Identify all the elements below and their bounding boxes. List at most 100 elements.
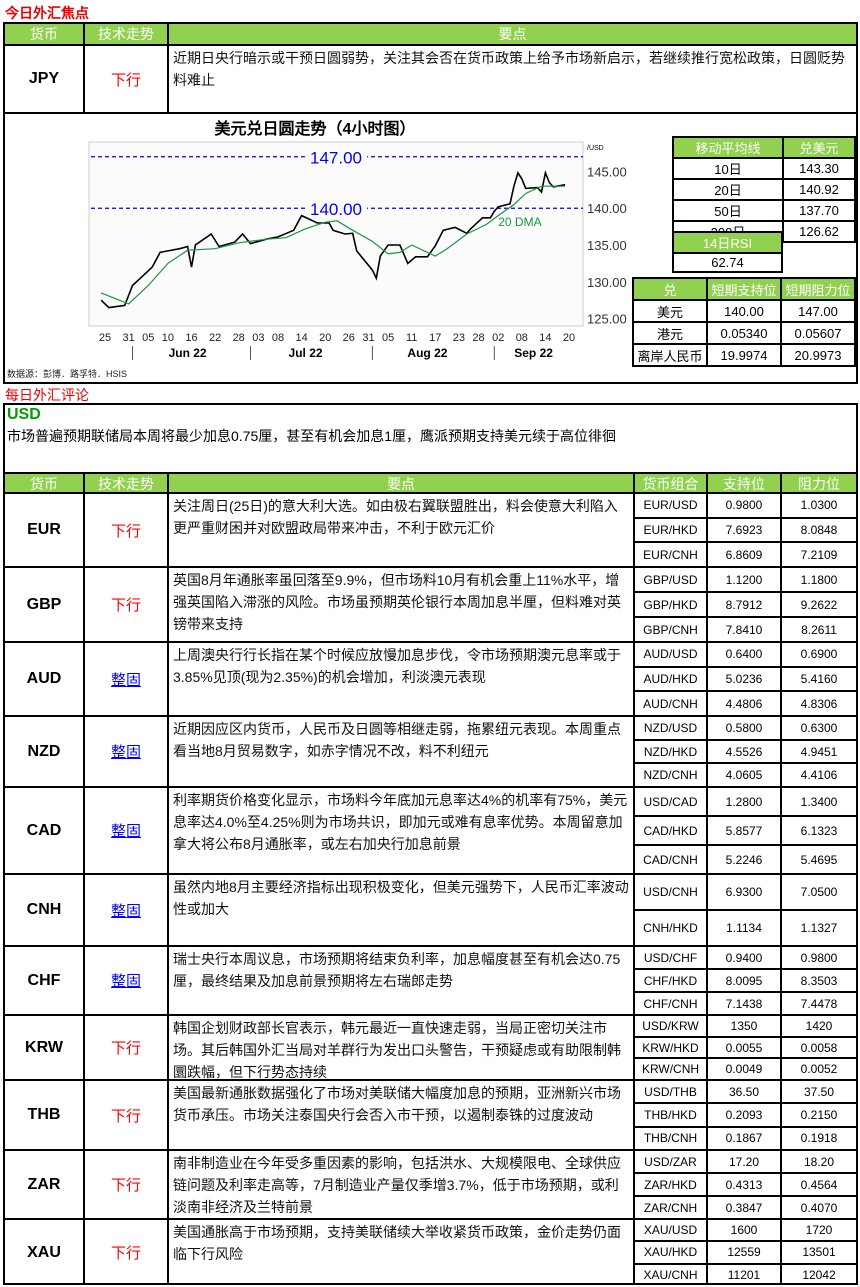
support-level: 6.9300 xyxy=(708,875,782,909)
support-level: 0.3847 xyxy=(708,1197,782,1218)
key-points: 美国最新通胀数据强化了市场对美联储大幅度加息的预期，亚洲新兴市场货币承压。市场关… xyxy=(169,1081,635,1149)
support-level: 0.1867 xyxy=(708,1127,782,1149)
pair-row: ZAR/CNH 0.3847 0.4070 xyxy=(635,1197,856,1218)
ma-header: 移动平均线 xyxy=(672,136,784,159)
support-level: 8.0095 xyxy=(708,970,782,991)
rsi-value: 62.74 xyxy=(672,252,783,273)
pair-row: NZD/HKD 4.5526 4.9451 xyxy=(635,740,856,765)
trend-label[interactable]: 整固 xyxy=(85,947,169,1014)
resistance-level: 5.4160 xyxy=(800,672,838,686)
pair-name: AUD/HKD xyxy=(635,667,708,691)
resistance-level: 13501 xyxy=(802,1245,836,1260)
pair-row: GBP/CNH 7.8410 8.2611 xyxy=(635,618,856,641)
pair-list: USD/KRW 1350 1420 KRW/HKD 0.0055 0.0058 … xyxy=(635,1016,856,1080)
review-title: 每日外汇评论 xyxy=(5,387,89,403)
ma-period: 10日 xyxy=(672,157,784,180)
x-tick-label: 23 xyxy=(453,332,465,344)
currency-row-chf: CHF 整固 瑞士央行本周议息，市场预期将结束负利率，加息幅度甚至有机会达0.7… xyxy=(5,945,856,1014)
pair-name: NZD/CNH xyxy=(635,764,708,787)
trend-label[interactable]: 整固 xyxy=(85,875,169,945)
pair-name: AUD/USD xyxy=(635,643,708,666)
resistance-level: 7.0500 xyxy=(800,885,838,899)
ma-row: 10日 143.30 xyxy=(672,157,856,180)
pair-row: GBP/HKD 8.7912 9.2622 xyxy=(635,593,856,618)
trend-label: 下行 xyxy=(85,1220,169,1285)
resistance-level: 0.9800 xyxy=(800,950,838,965)
sr-resistance: 0.05607 xyxy=(780,321,856,345)
x-tick-label: 14 xyxy=(295,332,307,344)
review-table: USD 市场普遍预期联储局本周将最少加息0.75厘，甚至有机会加息1厘，鹰派预期… xyxy=(3,403,858,1285)
trend-label: 下行 xyxy=(85,568,169,641)
pair-list: NZD/USD 0.5800 0.6300 NZD/HKD 4.5526 4.9… xyxy=(635,717,856,787)
support-level: 4.4806 xyxy=(708,692,782,716)
pair-row: CHF/HKD 8.0095 8.3503 xyxy=(635,970,856,993)
resistance-level: 0.6900 xyxy=(800,647,838,662)
usd-commentary: 市场普遍预期联储局本周将最少加息0.75厘，甚至有机会加息1厘，鹰派预期支持美元… xyxy=(7,428,617,444)
sr-support: 19.9974 xyxy=(706,343,782,367)
pair-name: USD/CNH xyxy=(635,875,708,909)
x-tick-label: 03 xyxy=(252,332,264,344)
key-points: 南非制造业在今年受多重因素的影响，包括洪水、大规模限电、全球供应链问题及利率走高… xyxy=(169,1151,635,1218)
support-level: 17.20 xyxy=(708,1151,782,1172)
pair-row: USD/CHF 0.9400 0.9800 xyxy=(635,947,856,970)
pair-name: AUD/CNH xyxy=(635,692,708,716)
resistance-level: 9.2622 xyxy=(800,597,838,612)
pair-name: USD/ZAR xyxy=(635,1151,708,1172)
support-level: 7.6923 xyxy=(708,518,782,542)
x-tick-label: 11 xyxy=(406,332,417,344)
x-tick-label: 25 xyxy=(99,332,111,344)
price-line xyxy=(100,170,566,309)
support-level: 1.1200 xyxy=(708,568,782,591)
support-level: 1.1134 xyxy=(708,911,782,945)
ma-value: 140.92 xyxy=(782,178,856,201)
currency-row-aud: AUD 整固 上周澳央行行长指在某个时候应放慢加息步伐，令市场预期澳元息率或于3… xyxy=(5,641,856,716)
pair-name: THB/HKD xyxy=(635,1104,708,1126)
pair-row: KRW/CNH 0.0049 0.0052 xyxy=(635,1059,856,1080)
support-resistance-table: 兑短期支持位 短期阻力位 美元 140.00 147.00 港元 0.05340 0.05… xyxy=(632,277,856,367)
support-level: 7.8410 xyxy=(708,618,782,641)
x-tick-label: 20 xyxy=(563,332,575,344)
resistance-level: 0.4070 xyxy=(800,1200,838,1215)
support-level: 5.8577 xyxy=(708,817,782,844)
trend-label[interactable]: 整固 xyxy=(85,643,169,715)
support-level: 0.0055 xyxy=(708,1037,782,1058)
resistance-level: 4.9451 xyxy=(800,744,838,759)
currency-row-nzd: NZD 整固 近期因应区内货币，人民币及日圆等相继走弱，拖累纽元表现。本周重点看… xyxy=(5,715,856,787)
pair-row: NZD/CNH 4.0605 4.4106 xyxy=(635,764,856,787)
pair-list: AUD/USD 0.6400 0.6900 AUD/HKD 5.0236 5.4… xyxy=(635,643,856,716)
pair-row: EUR/USD 0.9800 1.0300 xyxy=(635,494,856,519)
support-level: 11201 xyxy=(708,1264,782,1285)
header-resistance: 阻力位 xyxy=(798,476,840,492)
support-level: 8.7912 xyxy=(708,593,782,616)
y-tick-label: 130.00 xyxy=(587,275,627,290)
pair-name: GBP/HKD xyxy=(635,593,708,616)
x-tick-label: 28 xyxy=(233,332,245,344)
chart-title: 美元兑日圆走势（4小时图） xyxy=(215,119,416,138)
pair-name: XAU/CNH xyxy=(635,1264,708,1285)
x-tick-label: 14 xyxy=(539,332,551,344)
key-points: 美国通胀高于市场预期，支持美联储续大举收紧货币政策，金价走势仍面临下行风险 xyxy=(169,1220,635,1285)
dma-line xyxy=(100,185,566,305)
focus-title: 今日外汇焦点 xyxy=(5,5,89,21)
pair-row: CAD/CNH 5.2246 5.4695 xyxy=(635,846,856,873)
support-level: 0.6400 xyxy=(708,643,782,666)
x-tick-label: 22 xyxy=(209,332,221,344)
trend-label: 下行 xyxy=(85,1016,169,1079)
support-level: 0.0049 xyxy=(708,1059,782,1080)
trend-label[interactable]: 整固 xyxy=(85,788,169,873)
support-level: 12559 xyxy=(708,1242,782,1263)
support-level: 0.4313 xyxy=(708,1174,782,1195)
x-tick-label: 17 xyxy=(429,332,441,344)
x-tick-label: 31 xyxy=(362,332,374,344)
support-level: 5.0236 xyxy=(708,667,782,691)
pair-row: CAD/HKD 5.8577 6.1323 xyxy=(635,817,856,846)
trend-label[interactable]: 整固 xyxy=(85,717,169,786)
header-currency: 货币 xyxy=(5,24,85,44)
currency-row-eur: EUR 下行 关注周日(25日)的意大利大选。如由极右翼联盟胜出，料会使意大利陷… xyxy=(5,494,856,567)
support-level: 1600 xyxy=(708,1220,782,1241)
currency-code: XAU xyxy=(5,1220,85,1285)
pair-name: CHF/HKD xyxy=(635,970,708,991)
resistance-level: 0.6300 xyxy=(800,720,838,735)
resistance-level: 6.1323 xyxy=(800,823,838,838)
resistance-level: 4.4106 xyxy=(800,768,838,783)
